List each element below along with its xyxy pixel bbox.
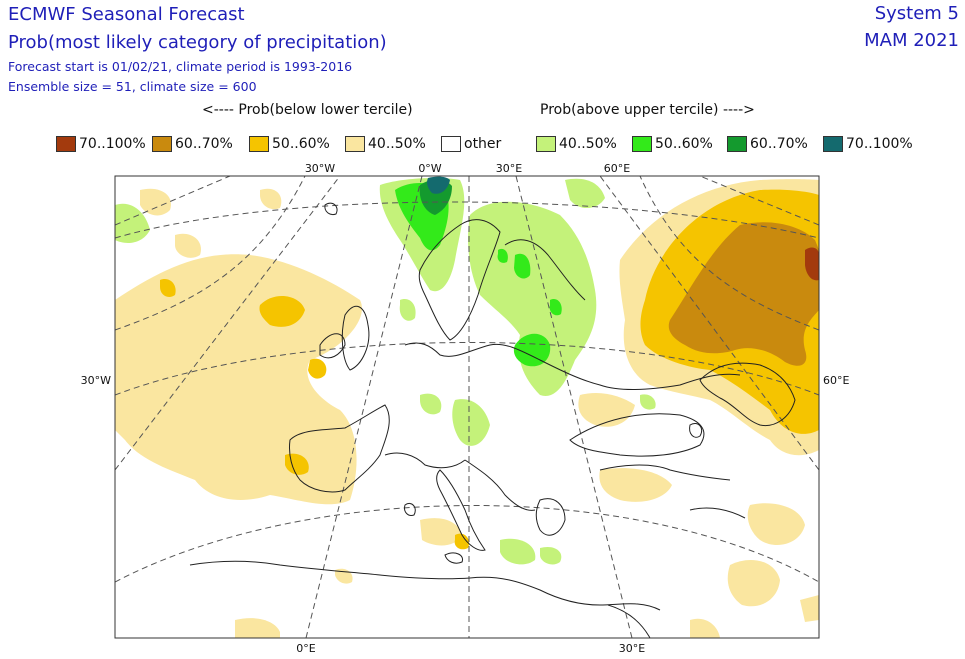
legend-label: 60..70% — [175, 136, 233, 152]
legend-item-above-70-100: 70..100% — [823, 135, 913, 153]
legend-swatch — [536, 136, 556, 152]
region-below-60-70 — [668, 222, 819, 366]
legend-label: 70..100% — [846, 136, 913, 152]
map-frame — [114, 175, 820, 639]
legend-item-below-40-50: 40..50% — [345, 135, 426, 153]
legend-swatch — [441, 136, 461, 152]
system-label: System 5 — [874, 3, 959, 24]
legend-item-other: other — [441, 135, 501, 153]
chart-title: ECMWF Seasonal Forecast — [8, 4, 245, 25]
legend-below-header: <---- Prob(below lower tercile) — [202, 102, 413, 118]
legend-swatch — [345, 136, 365, 152]
region-above-70-100 — [427, 176, 450, 194]
legend-label: other — [464, 136, 502, 152]
legend-item-above-40-50: 40..50% — [536, 135, 617, 153]
tick-top-60e: 60°E — [604, 162, 630, 175]
legend-above-header: Prob(above upper tercile) ----> — [540, 102, 755, 118]
legend-item-below-50-60: 50..60% — [249, 135, 330, 153]
legend-swatch — [249, 136, 269, 152]
legend-label: 40..50% — [559, 136, 617, 152]
legend-label: 60..70% — [750, 136, 808, 152]
legend-label: 50..60% — [655, 136, 713, 152]
tick-top-0w: 0°W — [418, 162, 441, 175]
season-label: MAM 2021 — [864, 30, 959, 51]
legend-swatch — [823, 136, 843, 152]
tick-bottom-0e: 0°E — [296, 642, 315, 655]
tick-bottom-30e: 30°E — [619, 642, 645, 655]
tick-top-30w: 30°W — [305, 162, 335, 175]
legend-swatch — [152, 136, 172, 152]
legend-item-below-60-70: 60..70% — [152, 135, 233, 153]
legend-item-above-50-60: 50..60% — [632, 135, 713, 153]
tick-left-30w: 30°W — [81, 374, 111, 387]
tick-top-30e: 30°E — [496, 162, 522, 175]
legend-swatch — [632, 136, 652, 152]
legend-swatch — [727, 136, 747, 152]
coastlines — [189, 202, 796, 638]
legend-label: 40..50% — [368, 136, 426, 152]
region-below-70-100 — [805, 247, 819, 281]
legend-label: 70..100% — [79, 136, 146, 152]
map-content — [115, 176, 819, 638]
legend: 70..100% 60..70% 50..60% 40..50% other 4… — [56, 135, 956, 153]
graticule — [115, 176, 819, 638]
tick-right-60e: 60°E — [823, 374, 849, 387]
chart-subtitle: Prob(most likely category of precipitati… — [8, 32, 387, 53]
legend-item-below-70-100: 70..100% — [56, 135, 146, 153]
legend-label: 50..60% — [272, 136, 330, 152]
forecast-info: Forecast start is 01/02/21, climate peri… — [8, 59, 353, 74]
ensemble-info: Ensemble size = 51, climate size = 600 — [8, 79, 257, 94]
legend-item-above-60-70: 60..70% — [727, 135, 808, 153]
legend-swatch — [56, 136, 76, 152]
